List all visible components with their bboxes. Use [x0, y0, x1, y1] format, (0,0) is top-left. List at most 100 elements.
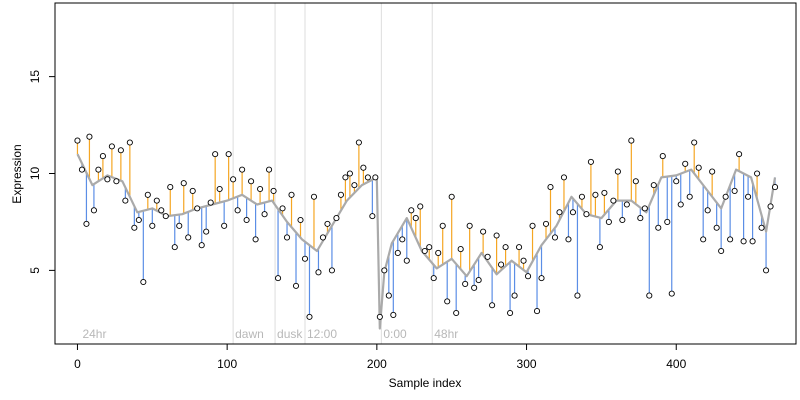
observed-point: [745, 193, 752, 200]
observed-point: [261, 211, 268, 218]
observed-point: [239, 166, 246, 173]
observed-point: [306, 313, 313, 320]
observed-point: [542, 220, 550, 227]
observed-point: [480, 228, 487, 235]
observed-point: [771, 184, 779, 191]
x-tick-label: 0: [74, 357, 81, 371]
observed-point: [301, 255, 309, 262]
x-tick-label: 400: [666, 357, 686, 371]
observed-point: [167, 184, 174, 191]
x-axis-title: Sample index: [389, 376, 462, 390]
corner-label: 24hr: [82, 327, 106, 341]
observed-point: [560, 174, 568, 181]
boundary-label: dusk: [277, 327, 303, 341]
observed-point: [381, 267, 388, 274]
observed-point: [767, 203, 774, 210]
observed-point: [355, 139, 362, 146]
observed-point: [257, 185, 264, 193]
observed-point: [682, 160, 689, 167]
x-tick-label: 300: [517, 357, 537, 371]
y-tick-label: 5: [28, 267, 42, 274]
observed-point: [315, 269, 322, 276]
observed-point: [283, 234, 291, 241]
observed-point: [471, 284, 478, 291]
observed-point: [713, 224, 720, 231]
observed-point: [520, 257, 527, 264]
observed-points: [74, 133, 779, 320]
residual-segments: [76, 136, 776, 329]
observed-point: [511, 292, 518, 299]
observed-point: [583, 211, 590, 218]
observed-point: [695, 164, 702, 171]
observed-point: [162, 213, 169, 220]
observed-point: [346, 170, 353, 177]
observed-point: [408, 207, 415, 214]
observed-point: [203, 228, 210, 235]
time-annotations: dawn dusk 12:00 0:00 48hr 24hr: [82, 327, 458, 341]
observed-point: [677, 201, 684, 208]
y-axis: 5 10 15: [28, 70, 55, 274]
observed-point: [659, 153, 666, 160]
boundary-label: dawn: [235, 327, 264, 341]
observed-point: [319, 234, 327, 241]
observed-point: [493, 232, 500, 239]
observed-point: [310, 193, 318, 200]
observed-point: [153, 197, 160, 204]
observed-point: [592, 191, 599, 198]
observed-point: [664, 218, 671, 225]
observed-point: [385, 292, 392, 299]
observed-point: [176, 222, 183, 229]
observed-point: [574, 292, 581, 299]
observed-point: [135, 216, 142, 224]
observed-point: [74, 137, 81, 144]
observed-point: [453, 309, 460, 317]
observed-point: [709, 168, 716, 175]
observed-point: [421, 247, 428, 255]
observed-point: [430, 275, 437, 282]
observed-point: [754, 170, 761, 177]
observed-point: [117, 147, 124, 154]
observed-point: [230, 176, 237, 183]
observed-point: [547, 184, 554, 191]
observed-point: [426, 244, 433, 251]
observed-point: [475, 277, 482, 284]
observed-point: [185, 234, 192, 241]
observed-point: [763, 267, 770, 274]
observed-point: [83, 220, 90, 227]
observed-point: [533, 308, 541, 315]
observed-point: [412, 215, 419, 222]
observed-point: [632, 178, 639, 185]
observed-point: [266, 166, 273, 173]
observed-point: [551, 234, 559, 241]
observed-point: [144, 191, 151, 198]
observed-point: [171, 244, 178, 251]
observed-point: [614, 168, 621, 175]
observed-point: [565, 236, 572, 243]
observed-point: [718, 247, 725, 255]
observed-point: [274, 275, 282, 282]
time-boundaries: [232, 3, 433, 344]
observed-point: [507, 309, 514, 317]
observed-point: [610, 197, 617, 204]
observed-point: [158, 207, 165, 214]
observed-point: [641, 205, 648, 212]
observed-point: [466, 222, 473, 229]
observed-point: [394, 249, 401, 256]
observed-point: [351, 182, 358, 189]
observed-point: [212, 151, 219, 158]
y-tick-label: 15: [28, 70, 42, 84]
observed-point: [225, 151, 232, 158]
observed-point: [122, 197, 129, 204]
observed-point: [484, 253, 491, 260]
observed-point: [198, 242, 205, 249]
observed-point: [538, 275, 545, 282]
observed-point: [722, 193, 729, 200]
observed-point: [502, 244, 509, 251]
observed-point: [435, 249, 442, 256]
observed-point: [623, 201, 630, 208]
observed-point: [628, 137, 635, 144]
observed-point: [655, 224, 662, 231]
observed-point: [78, 166, 85, 173]
observed-point: [342, 174, 349, 181]
